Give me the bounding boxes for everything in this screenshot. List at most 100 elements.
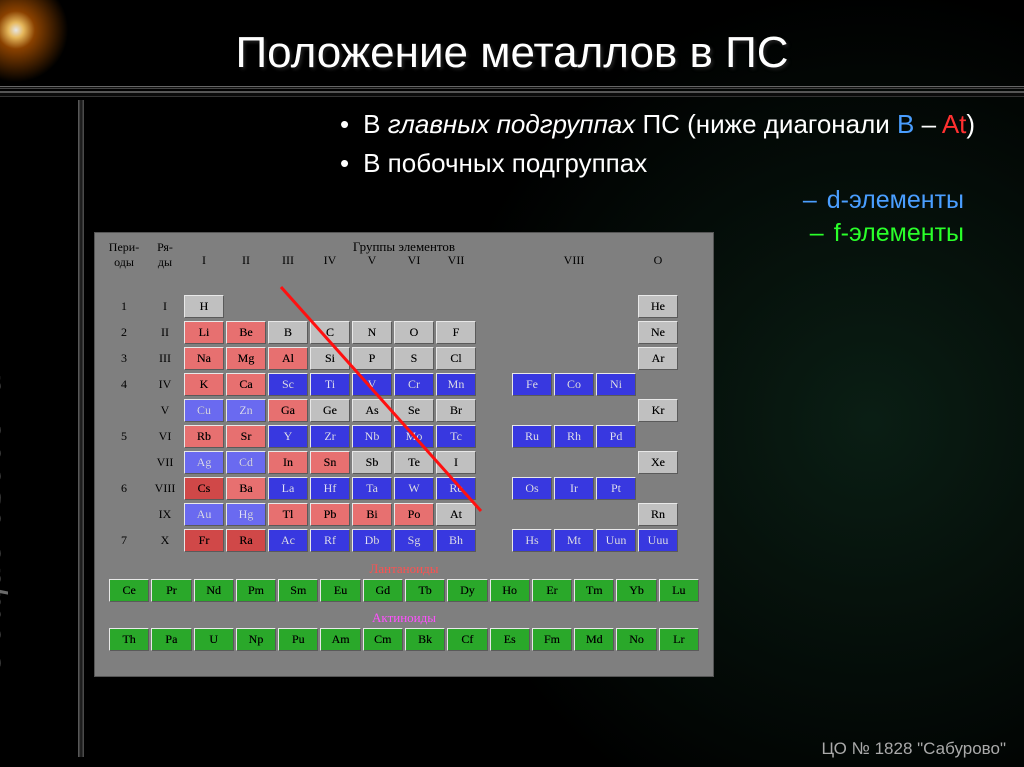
element-cell: Kr xyxy=(638,399,678,422)
element-cell: Pm xyxy=(236,579,276,602)
element-cell: Ho xyxy=(490,579,530,602)
accent-at: At xyxy=(942,109,967,139)
footer-text: ЦО № 1828 "Сабурово" xyxy=(821,739,1006,759)
slide-background: Положение металлов в ПС Общие сведения •… xyxy=(0,0,1024,767)
element-cell: Ta xyxy=(352,477,392,500)
element-cell: Bi xyxy=(352,503,392,526)
element-cell: Ba xyxy=(226,477,266,500)
periodic-table: 1IHHe2IILiBeBCNOFNe3IIINaMgAlSiPSClAr4IV… xyxy=(101,293,707,553)
element-cell: Sg xyxy=(394,529,434,552)
element-cell: Pa xyxy=(151,628,191,651)
element-cell: Lr xyxy=(659,628,699,651)
element-cell: B xyxy=(268,321,308,344)
element-cell: O xyxy=(394,321,434,344)
element-cell: Se xyxy=(394,399,434,422)
element-cell: Sn xyxy=(310,451,350,474)
element-cell: Pu xyxy=(278,628,318,651)
element-cell: Ir xyxy=(554,477,594,500)
element-cell: Ac xyxy=(268,529,308,552)
element-cell: Cr xyxy=(394,373,434,396)
lanthanide-row: CePrNdPmSmEuGdTbDyHoErTmYbLu xyxy=(101,579,707,602)
divider-1 xyxy=(0,86,1024,89)
element-cell: Ca xyxy=(226,373,266,396)
element-cell: Li xyxy=(184,321,224,344)
element-cell: Am xyxy=(320,628,360,651)
element-cell: Cd xyxy=(226,451,266,474)
element-cell: Bk xyxy=(405,628,445,651)
element-cell: Mo xyxy=(394,425,434,448)
table-row: IXAuHgTlPbBiPoAtRn xyxy=(101,501,707,527)
element-cell: Uuu xyxy=(638,529,678,552)
divider-2 xyxy=(0,91,1024,97)
element-cell: Cs xyxy=(184,477,224,500)
element-cell: Pd xyxy=(596,425,636,448)
element-cell: No xyxy=(616,628,656,651)
element-cell: Fe xyxy=(512,373,552,396)
element-cell: Sm xyxy=(278,579,318,602)
element-cell: Pb xyxy=(310,503,350,526)
element-cell: C xyxy=(310,321,350,344)
element-cell: Sb xyxy=(352,451,392,474)
element-cell: Rn xyxy=(638,503,678,526)
element-cell: P xyxy=(352,347,392,370)
element-cell: S xyxy=(394,347,434,370)
element-cell: Pr xyxy=(151,579,191,602)
lanthanide-label: Лантаноиды xyxy=(101,561,707,577)
element-cell: Os xyxy=(512,477,552,500)
element-cell: Yb xyxy=(616,579,656,602)
element-cell: Hg xyxy=(226,503,266,526)
element-cell: Al xyxy=(268,347,308,370)
element-cell: Mn xyxy=(436,373,476,396)
element-cell: Sr xyxy=(226,425,266,448)
element-cell: U xyxy=(194,628,234,651)
sidebar-label: Общие сведения xyxy=(0,348,10,677)
element-cell: Mg xyxy=(226,347,266,370)
element-cell: Y xyxy=(268,425,308,448)
table-row: 1IHHe xyxy=(101,293,707,319)
element-cell: Xe xyxy=(638,451,678,474)
element-cell: K xyxy=(184,373,224,396)
element-cell: Na xyxy=(184,347,224,370)
element-cell: Rh xyxy=(554,425,594,448)
element-cell: Db xyxy=(352,529,392,552)
sub-bullet-d: – d-элементы xyxy=(340,185,1004,216)
element-cell: F xyxy=(436,321,476,344)
element-cell: As xyxy=(352,399,392,422)
element-cell: Ar xyxy=(638,347,678,370)
element-cell: Bh xyxy=(436,529,476,552)
element-cell: Ra xyxy=(226,529,266,552)
element-cell: Rf xyxy=(310,529,350,552)
element-cell: He xyxy=(638,295,678,318)
element-cell: H xyxy=(184,295,224,318)
element-cell: Tl xyxy=(268,503,308,526)
element-cell: Eu xyxy=(320,579,360,602)
element-cell: Nb xyxy=(352,425,392,448)
element-cell: Ag xyxy=(184,451,224,474)
vertical-divider xyxy=(78,100,84,757)
element-cell: Th xyxy=(109,628,149,651)
element-cell: Be xyxy=(226,321,266,344)
element-cell: Ce xyxy=(109,579,149,602)
element-cell: W xyxy=(394,477,434,500)
element-cell: Tm xyxy=(574,579,614,602)
element-cell: Gd xyxy=(363,579,403,602)
element-cell: Sc xyxy=(268,373,308,396)
element-cell: Po xyxy=(394,503,434,526)
element-cell: Dy xyxy=(447,579,487,602)
element-cell: Cf xyxy=(447,628,487,651)
element-cell: Ti xyxy=(310,373,350,396)
element-cell: Rb xyxy=(184,425,224,448)
element-cell: In xyxy=(268,451,308,474)
table-row: VCuZnGaGeAsSeBrKr xyxy=(101,397,707,423)
element-cell: N xyxy=(352,321,392,344)
actinide-label: Актиноиды xyxy=(101,610,707,626)
bullet-1: В главных подгруппах ПС (ниже диагонали … xyxy=(363,108,975,141)
element-cell: At xyxy=(436,503,476,526)
element-cell: Ga xyxy=(268,399,308,422)
bullet-dot: • xyxy=(340,108,349,141)
table-row: 6VIIICsBaLaHfTaWReOsIrPt xyxy=(101,475,707,501)
element-cell: Ru xyxy=(512,425,552,448)
element-cell: Fr xyxy=(184,529,224,552)
element-cell: Re xyxy=(436,477,476,500)
element-cell: Tc xyxy=(436,425,476,448)
